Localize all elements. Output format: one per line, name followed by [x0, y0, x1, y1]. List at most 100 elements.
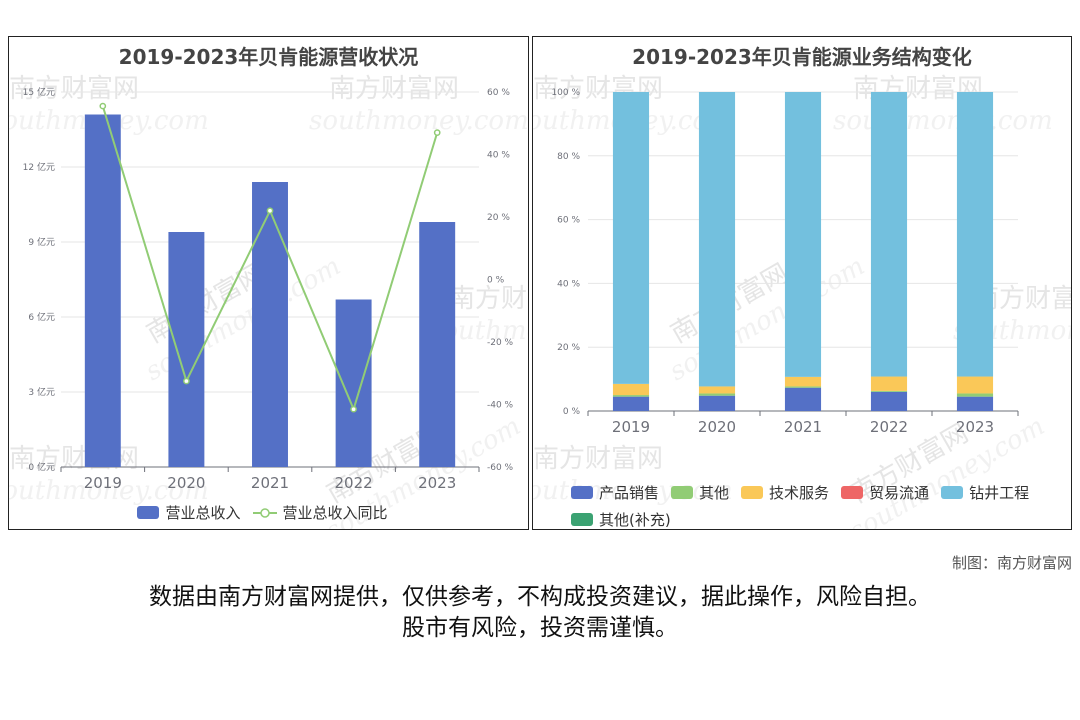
y-tick-label: 80 % — [557, 152, 580, 162]
x-tick-label: 2020 — [167, 474, 205, 492]
bar-revenue — [84, 114, 121, 467]
y-right-tick-label: -60 % — [487, 463, 514, 473]
legend-label: 其他(补充) — [599, 511, 671, 529]
x-tick-label: 2021 — [251, 474, 289, 492]
structure-chart-title: 2019-2023年贝肯能源业务结构变化 — [632, 45, 972, 69]
legend-label: 产品销售 — [599, 484, 660, 502]
point-yoy — [266, 207, 274, 215]
x-tick-label: 2019 — [612, 418, 650, 436]
y-left-tick-label: 12 亿元 — [23, 161, 55, 173]
watermark-text: 南方财富网 — [329, 74, 459, 104]
legend-label: 营业总收入同比 — [282, 504, 388, 522]
watermark-text: southmoney.com — [533, 476, 733, 506]
legend-item[interactable]: 其他 — [671, 482, 729, 503]
bar-revenue — [419, 222, 456, 467]
structure-chart-legend: 产品销售 其他 技术服务 贸易流通 钻井工程其他(补充) — [571, 482, 1061, 529]
y-right-tick-label: 20 % — [487, 213, 510, 223]
legend-label: 其他 — [699, 484, 730, 502]
bar-segment — [956, 376, 994, 394]
legend-swatch — [841, 486, 864, 499]
legend-label: 技术服务 — [769, 484, 830, 502]
legend-label: 贸易流通 — [869, 484, 930, 502]
structure-chart-panel: 南方财富网southmoney.com南方财富网southmoney.com南方… — [532, 36, 1072, 530]
watermark-text: 南方财富网 — [449, 284, 529, 314]
legend-swatch — [571, 513, 593, 526]
bar-segment — [784, 92, 822, 377]
x-tick-label: 2022 — [335, 474, 373, 492]
watermark-text: southmoney.com — [833, 106, 1053, 136]
x-tick-label: 2022 — [870, 418, 908, 436]
bar-segment — [784, 387, 822, 411]
y-right-tick-label: 60 % — [487, 88, 510, 98]
bar-segment — [698, 386, 736, 394]
bar-segment — [612, 395, 650, 397]
disclaimer-line-2: 股市有风险，投资需谨慎。 — [402, 615, 678, 641]
y-right-tick-label: 0 % — [487, 276, 505, 286]
watermark-text: southmoney.com — [309, 106, 529, 136]
watermark-text: 南方财富网 — [9, 74, 139, 104]
y-tick-label: 0 % — [563, 407, 581, 417]
chart-credit: 制图：南方财富网 — [951, 554, 1072, 572]
legend-label: 钻井工程 — [969, 484, 1030, 502]
y-right-tick-label: -40 % — [487, 401, 514, 411]
y-left-tick-label: 15 亿元 — [23, 86, 55, 98]
y-tick-label: 60 % — [557, 216, 580, 226]
revenue-chart-legend: 营业总收入 营业总收入同比 — [9, 502, 528, 523]
bar-segment — [956, 393, 994, 397]
y-left-tick-label: 3 亿元 — [28, 386, 55, 398]
y-left-tick-label: 0 亿元 — [28, 461, 55, 473]
revenue-chart: 0 亿元 3 亿元 6 亿元 9 亿元 12 亿元 15 亿元 -60 % -40 % -20 … — [23, 86, 514, 492]
legend-swatch — [941, 486, 964, 499]
legend-swatch — [137, 506, 160, 519]
revenue-chart-panel: 南方财富网southmoney.com南方财富网southmoney.com南方… — [8, 36, 529, 530]
y-right-tick-label: 40 % — [487, 151, 510, 161]
x-tick-label: 2020 — [698, 418, 736, 436]
legend-swatch — [571, 486, 593, 499]
legend-item-yoy[interactable]: 营业总收入同比 — [252, 502, 388, 523]
bar-segment — [698, 92, 736, 387]
legend-item[interactable]: 贸易流通 — [841, 482, 929, 503]
bar-segment — [612, 383, 650, 396]
legend-swatch — [741, 486, 764, 499]
y-left-tick-label: 6 亿元 — [28, 311, 55, 323]
x-tick-label: 2021 — [784, 418, 822, 436]
bar-revenue — [168, 232, 205, 467]
bar-segment — [870, 376, 908, 391]
point-yoy — [433, 129, 441, 136]
bar-segment — [698, 395, 736, 411]
legend-item[interactable]: 其他(补充) — [571, 509, 671, 529]
legend-label: 营业总收入 — [165, 504, 241, 522]
bar-segment — [956, 92, 994, 377]
legend-item[interactable]: 技术服务 — [741, 482, 829, 503]
structure-chart: 0 % 20 % 40 % 60 % 80 % 100 % 2019 2020 2021 2022… — [551, 88, 1019, 436]
bar-segment — [870, 92, 908, 377]
y-right-tick-label: -20 % — [487, 338, 514, 348]
x-tick-label: 2019 — [84, 474, 122, 492]
bar-revenue — [335, 299, 372, 467]
bar-segment — [870, 390, 908, 392]
legend-item[interactable]: 钻井工程 — [941, 482, 1029, 503]
disclaimer: 数据由南方财富网提供，仅供参考，不构成投资建议，据此操作，风险自担。 股市有风险… — [0, 582, 1080, 644]
bar-segment — [870, 391, 908, 411]
watermark-text: 南方财富网 — [533, 444, 663, 474]
legend-line-icon — [252, 507, 277, 518]
bar-segment — [956, 396, 994, 411]
y-tick-label: 40 % — [557, 279, 580, 289]
legend-line-marker — [259, 507, 270, 518]
legend-item[interactable]: 产品销售 — [571, 482, 659, 503]
y-tick-label: 20 % — [557, 343, 580, 353]
watermark-text: southmoney.com — [9, 476, 209, 506]
bar-segment — [698, 393, 736, 396]
legend-item-revenue[interactable]: 营业总收入 — [137, 502, 241, 523]
x-tick-label: 2023 — [956, 418, 994, 436]
revenue-chart-title: 2019-2023年贝肯能源营收状况 — [118, 45, 419, 69]
point-yoy — [99, 102, 107, 110]
legend-swatch — [671, 486, 694, 499]
x-tick-label: 2023 — [418, 474, 456, 492]
y-left-tick-label: 9 亿元 — [28, 236, 55, 248]
y-tick-label: 100 % — [551, 88, 580, 98]
point-yoy — [350, 405, 357, 413]
bar-segment — [784, 376, 822, 387]
bar-segment — [784, 386, 822, 388]
bar-revenue — [252, 182, 288, 467]
